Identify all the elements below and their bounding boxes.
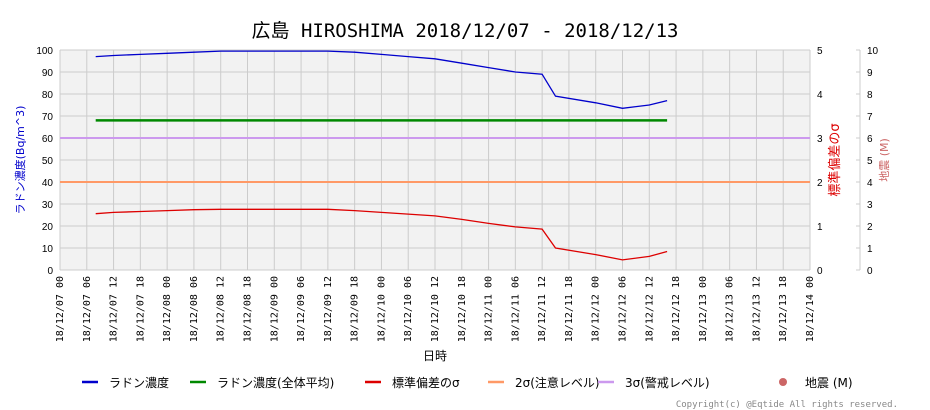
chart-title: 広島 HIROSHIMA 2018/12/07 - 2018/12/13 bbox=[252, 20, 679, 42]
y-tick-quake: 2 bbox=[867, 222, 873, 233]
y3-axis-label: 地震 (M) bbox=[878, 138, 891, 182]
x-tick: 18/12/08 12 bbox=[216, 276, 227, 342]
x-tick: 18/12/08 18 bbox=[243, 276, 254, 342]
y-tick-left: 100 bbox=[36, 46, 53, 57]
x-tick: 18/12/13 12 bbox=[751, 276, 762, 342]
y-tick-quake: 8 bbox=[867, 90, 873, 101]
y-tick-left: 80 bbox=[42, 90, 54, 101]
legend-label: ラドン濃度(全体平均) bbox=[217, 375, 334, 390]
y-tick-quake: 1 bbox=[867, 244, 873, 255]
y-tick-left: 20 bbox=[42, 222, 54, 233]
y2-axis-label: 標準偏差のσ bbox=[827, 123, 843, 196]
y-tick-sigma: 1 bbox=[817, 222, 823, 233]
x-tick: 18/12/12 00 bbox=[591, 276, 602, 342]
y-axis-label: ラドン濃度(Bq/m^3) bbox=[13, 106, 27, 215]
x-tick: 18/12/10 06 bbox=[403, 276, 414, 342]
legend-label: 標準偏差のσ bbox=[392, 375, 460, 390]
y-tick-quake: 4 bbox=[867, 178, 873, 189]
y-tick-left: 90 bbox=[42, 68, 54, 79]
y-tick-left: 60 bbox=[42, 134, 54, 145]
y-tick-sigma: 4 bbox=[817, 90, 823, 101]
y-axis-sigma: 0 1 2 3 4 5 bbox=[817, 46, 823, 277]
legend-label: ラドン濃度 bbox=[109, 375, 169, 390]
x-tick: 18/12/10 00 bbox=[376, 276, 387, 342]
y-axis-left: 0 10 20 30 40 50 60 70 80 90 100 bbox=[36, 46, 53, 277]
y-tick-quake: 5 bbox=[867, 156, 873, 167]
y-tick-left: 10 bbox=[42, 244, 54, 255]
data-series bbox=[60, 50, 810, 261]
x-axis: 18/12/07 00 18/12/07 06 18/12/07 12 18/12/0… bbox=[55, 276, 816, 342]
x-tick: 18/12/10 12 bbox=[430, 276, 441, 342]
x-tick: 18/12/07 06 bbox=[82, 276, 93, 342]
y-tick-sigma: 3 bbox=[817, 134, 823, 145]
legend-label: 2σ(注意レベル) bbox=[515, 375, 600, 390]
x-tick: 18/12/13 06 bbox=[725, 276, 736, 342]
series-line bbox=[95, 208, 668, 261]
x-tick: 18/12/14 00 bbox=[805, 276, 816, 342]
x-tick: 18/12/11 06 bbox=[510, 276, 521, 342]
x-tick: 18/12/09 00 bbox=[269, 276, 280, 342]
legend-label: 地震 (M) bbox=[805, 376, 853, 390]
x-tick: 18/12/12 12 bbox=[644, 276, 655, 342]
x-tick: 18/12/09 18 bbox=[350, 276, 361, 342]
y-tick-left: 30 bbox=[42, 200, 54, 211]
x-tick: 18/12/12 18 bbox=[671, 276, 682, 342]
y-tick-quake: 9 bbox=[867, 68, 873, 79]
x-tick: 18/12/10 18 bbox=[457, 276, 468, 342]
y-tick-left: 70 bbox=[42, 112, 54, 123]
legend-label: 3σ(警戒レベル) bbox=[625, 375, 710, 390]
x-tick: 18/12/09 12 bbox=[323, 276, 334, 342]
y-tick-sigma: 2 bbox=[817, 178, 823, 189]
x-tick: 18/12/11 00 bbox=[484, 276, 495, 342]
series-line bbox=[95, 50, 668, 109]
y-tick-quake: 0 bbox=[867, 266, 873, 277]
x-tick: 18/12/07 00 bbox=[55, 276, 66, 342]
y-tick-quake: 10 bbox=[867, 46, 879, 57]
x-tick: 18/12/11 18 bbox=[564, 276, 575, 342]
y-tick-sigma: 0 bbox=[817, 266, 823, 277]
x-tick: 18/12/13 18 bbox=[778, 276, 789, 342]
y-tick-quake: 7 bbox=[867, 112, 873, 123]
x-tick: 18/12/12 06 bbox=[618, 276, 629, 342]
legend: ラドン濃度 ラドン濃度(全体平均) 標準偏差のσ 2σ(注意レベル) 3σ(警戒レベル)… bbox=[82, 375, 853, 390]
y-tick-quake: 6 bbox=[867, 134, 873, 145]
x-tick: 18/12/07 12 bbox=[109, 276, 120, 342]
x-tick: 18/12/11 12 bbox=[537, 276, 548, 342]
y-tick-left: 0 bbox=[47, 266, 53, 277]
x-tick: 18/12/09 06 bbox=[296, 276, 307, 342]
y-tick-left: 50 bbox=[42, 156, 54, 167]
copyright: Copyright(c) @Eqtide All rights reserved… bbox=[676, 400, 898, 410]
legend-dot bbox=[779, 378, 787, 386]
y-tick-quake: 3 bbox=[867, 200, 873, 211]
x-tick: 18/12/08 06 bbox=[189, 276, 200, 342]
y-tick-sigma: 5 bbox=[817, 46, 823, 57]
x-tick: 18/12/07 18 bbox=[135, 276, 146, 342]
y-axis-quake: 0 1 2 3 4 5 6 7 8 9 10 bbox=[856, 46, 879, 277]
x-axis-label: 日時 bbox=[423, 349, 447, 363]
x-tick: 18/12/08 00 bbox=[162, 276, 173, 342]
y-tick-left: 40 bbox=[42, 178, 54, 189]
x-tick: 18/12/13 00 bbox=[698, 276, 709, 342]
